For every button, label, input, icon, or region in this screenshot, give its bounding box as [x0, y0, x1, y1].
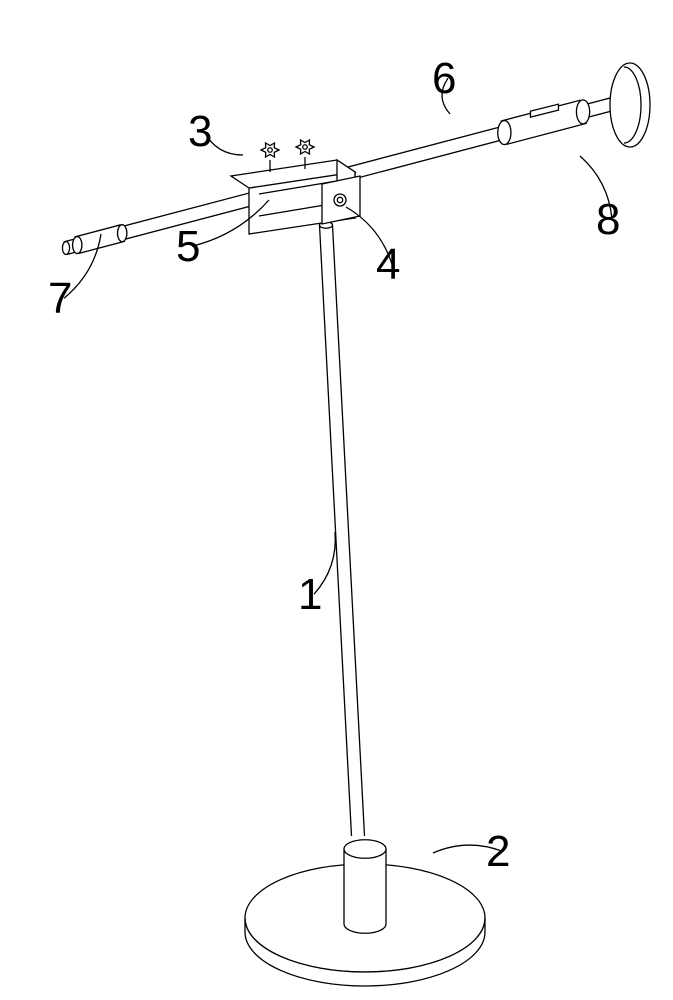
callout-label-6: 6	[432, 54, 456, 104]
callout-label-2: 2	[486, 827, 510, 877]
callout-label-5: 5	[176, 222, 200, 272]
figure-svg	[0, 0, 673, 1000]
callout-label-1: 1	[298, 570, 322, 620]
callout-label-7: 7	[48, 274, 72, 324]
callout-label-3: 3	[188, 107, 212, 157]
callout-label-4: 4	[376, 240, 400, 290]
callout-label-8: 8	[596, 195, 620, 245]
